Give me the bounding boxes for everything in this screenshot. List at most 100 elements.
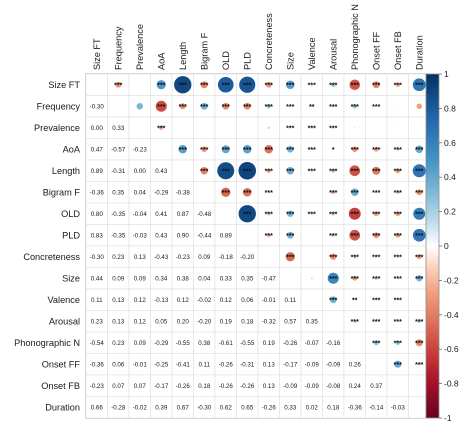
correlation-circle xyxy=(348,207,361,220)
correlation-circle xyxy=(395,82,400,87)
correlation-value-label: -0.35 xyxy=(111,232,126,239)
column-label: Frequency xyxy=(113,26,123,70)
correlation-circle xyxy=(265,81,272,88)
correlation-value-label: 0.39 xyxy=(155,404,168,411)
significance-stars: *** xyxy=(222,190,230,197)
correlation-circle xyxy=(416,254,422,260)
matrix-cell xyxy=(236,224,259,247)
correlation-circle xyxy=(264,145,273,154)
significance-stars: *** xyxy=(351,233,359,240)
correlation-circle xyxy=(412,78,426,92)
correlation-circle xyxy=(397,127,399,129)
significance-stars: *** xyxy=(329,276,337,283)
correlation-value-label: -0.55 xyxy=(240,340,255,347)
correlation-value-label: 0.12 xyxy=(177,297,190,304)
correlation-value-label: 0.04 xyxy=(198,275,211,282)
correlation-circle xyxy=(331,104,335,108)
correlation-circle xyxy=(396,298,399,301)
significance-stars: *** xyxy=(415,254,423,261)
correlation-value-label: 0.89 xyxy=(91,168,104,175)
significance-stars: *** xyxy=(329,211,337,218)
column-label: Onset FB xyxy=(393,31,403,70)
significance-stars: *** xyxy=(372,211,380,218)
correlation-value-label: 0.44 xyxy=(91,275,104,282)
correlation-circle xyxy=(178,145,187,154)
correlation-value-label: 0.19 xyxy=(220,318,233,325)
significance-stars: *** xyxy=(329,104,337,111)
correlation-value-label: -0.44 xyxy=(197,232,212,239)
significance-stars: *** xyxy=(372,233,380,240)
correlation-value-label: 0.90 xyxy=(177,232,190,239)
correlation-value-label: -0.41 xyxy=(176,361,191,368)
significance-stars: *** xyxy=(308,82,316,89)
correlation-value-label: 0.19 xyxy=(263,340,276,347)
column-label: PLD xyxy=(242,52,252,70)
correlation-circle xyxy=(375,105,377,107)
correlation-value-label: 0.38 xyxy=(198,340,211,347)
correlation-value-label: -0.28 xyxy=(111,404,126,411)
correlation-circle xyxy=(331,168,336,173)
correlation-value-label: 0.09 xyxy=(134,275,147,282)
correlation-circle xyxy=(353,319,357,323)
correlation-circle xyxy=(331,233,336,238)
correlation-value-label: 0.11 xyxy=(91,297,103,304)
significance-stars: *** xyxy=(372,104,380,111)
correlation-value-label: 0.62 xyxy=(220,404,233,411)
correlation-circle xyxy=(200,102,208,110)
colorbar-tick-label: 0 xyxy=(444,241,449,251)
correlation-circle xyxy=(349,165,361,177)
column-label: AoA xyxy=(156,52,166,70)
correlation-circle xyxy=(200,167,208,175)
significance-stars: *** xyxy=(286,168,294,175)
significance-stars: *** xyxy=(351,276,359,283)
significance-stars: *** xyxy=(394,147,402,154)
colorbar-tick-label: -1 xyxy=(444,413,452,423)
significance-stars: *** xyxy=(394,297,402,304)
significance-stars: *** xyxy=(243,82,251,89)
significance-stars: *** xyxy=(329,190,337,197)
correlation-circle xyxy=(349,79,361,91)
correlation-value-label: -0.23 xyxy=(133,146,148,153)
correlation-value-label: 0.47 xyxy=(91,146,104,153)
correlation-value-label: -0.32 xyxy=(262,318,277,325)
correlation-circle xyxy=(285,80,295,90)
colorbar-tick-label: 0.6 xyxy=(444,138,456,148)
correlation-value-label: -0.23 xyxy=(176,254,191,261)
correlation-value-label: -0.35 xyxy=(111,211,126,218)
significance-stars: *** xyxy=(265,190,273,197)
row-label: Phonographic N xyxy=(14,338,80,348)
correlation-circle xyxy=(395,190,400,195)
correlation-value-label: -0.23 xyxy=(90,383,105,390)
correlation-circle xyxy=(412,164,426,178)
significance-stars: *** xyxy=(394,190,402,197)
significance-stars: *** xyxy=(243,168,251,175)
correlation-value-label: -0.07 xyxy=(305,340,320,347)
significance-stars: *** xyxy=(329,233,337,240)
correlation-circle xyxy=(285,252,295,262)
significance-stars: *** xyxy=(372,82,380,89)
matrix-cell xyxy=(214,202,237,225)
correlation-value-label: 0.05 xyxy=(155,318,168,325)
significance-stars: ** xyxy=(352,297,358,304)
significance-stars: *** xyxy=(415,82,423,89)
significance-stars: *** xyxy=(265,104,273,111)
correlation-circle xyxy=(286,145,294,153)
significance-stars: *** xyxy=(222,147,230,154)
correlation-value-label: -0.26 xyxy=(176,383,191,390)
significance-stars: *** xyxy=(394,340,402,347)
colorbar-tick-label: 1 xyxy=(444,69,449,79)
significance-stars: *** xyxy=(286,125,294,132)
correlation-circle xyxy=(354,299,356,301)
correlation-circle xyxy=(374,255,378,259)
significance-stars: *** xyxy=(415,340,423,347)
correlation-circle xyxy=(416,103,422,109)
correlation-circle xyxy=(329,296,337,304)
correlation-value-label: 0.07 xyxy=(134,383,147,390)
correlation-value-label: 0.38 xyxy=(177,275,190,282)
matrix-cell xyxy=(300,181,323,204)
correlation-circle xyxy=(310,104,314,108)
correlation-circle xyxy=(352,104,357,109)
significance-stars: *** xyxy=(372,340,380,347)
colorbar-tick-label: -0.4 xyxy=(444,310,459,320)
column-label: Valence xyxy=(307,37,317,70)
